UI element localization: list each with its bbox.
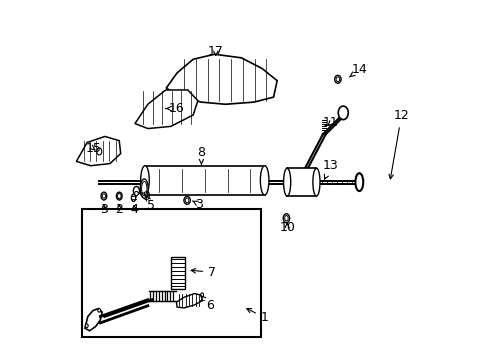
Ellipse shape [335,75,341,83]
Text: 3: 3 [193,198,203,211]
Ellipse shape [98,309,100,312]
Ellipse shape [117,192,122,200]
Text: 5: 5 [146,196,155,212]
Polygon shape [85,309,102,331]
Bar [145,166,265,195]
Text: 10: 10 [279,221,295,234]
Ellipse shape [140,179,148,198]
Text: 2: 2 [115,203,123,216]
Text: 14: 14 [349,63,368,77]
Text: 16: 16 [166,102,184,115]
Ellipse shape [185,198,189,203]
Polygon shape [167,54,277,104]
Polygon shape [76,136,121,166]
Text: 4: 4 [130,203,138,216]
Text: 6: 6 [201,296,214,312]
Text: 7: 7 [191,266,216,279]
Ellipse shape [85,324,88,328]
Text: 11: 11 [323,116,339,129]
Polygon shape [135,90,198,129]
Ellipse shape [313,168,320,196]
Ellipse shape [260,166,269,195]
Ellipse shape [133,186,140,195]
Ellipse shape [142,181,147,196]
Ellipse shape [201,293,203,297]
Ellipse shape [97,148,102,155]
Ellipse shape [131,194,136,202]
Text: 15: 15 [85,142,101,155]
Ellipse shape [141,166,149,195]
Text: 12: 12 [389,109,409,179]
Ellipse shape [336,77,340,82]
Ellipse shape [338,106,348,120]
Ellipse shape [135,192,138,196]
Ellipse shape [285,216,288,221]
Ellipse shape [355,173,363,191]
Ellipse shape [101,192,107,200]
Polygon shape [176,294,202,308]
Text: 3: 3 [100,203,108,216]
Ellipse shape [118,194,121,199]
Bar [287,168,317,196]
Ellipse shape [283,214,290,223]
Bar [82,208,261,337]
Ellipse shape [284,168,291,196]
Text: 13: 13 [323,159,339,179]
Text: 9: 9 [139,190,149,203]
Bar [171,257,185,289]
Ellipse shape [102,194,105,198]
Text: 8: 8 [197,146,205,164]
Ellipse shape [184,197,190,204]
Text: 17: 17 [208,45,223,58]
Text: 1: 1 [247,309,269,324]
